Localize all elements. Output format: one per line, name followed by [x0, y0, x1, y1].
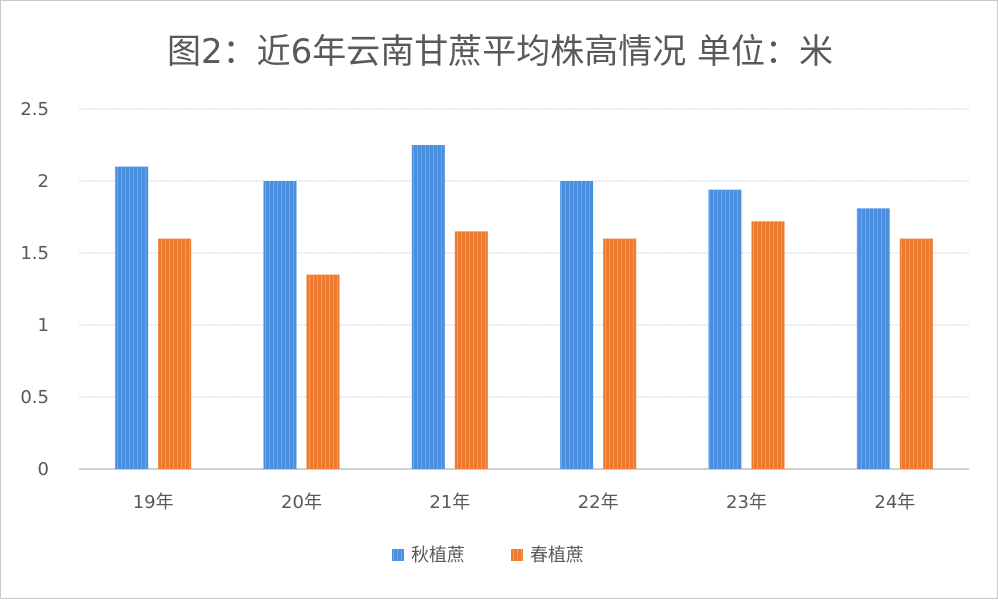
bar-spring: [454, 231, 488, 469]
y-tick-label: 2.5: [20, 99, 49, 120]
legend-swatch: [392, 549, 404, 561]
chart-title: 图2：近6年云南甘蔗平均株高情况 单位：米: [167, 32, 833, 72]
x-tick-label: 21年: [429, 492, 470, 513]
x-tick-label: 24年: [874, 492, 915, 513]
legend-swatch: [511, 549, 523, 561]
legend-label: 春植蔗: [530, 545, 584, 566]
bar-spring: [603, 238, 637, 469]
bar-spring: [899, 238, 933, 469]
x-tick-label: 20年: [281, 492, 322, 513]
bar-autumn: [560, 181, 594, 469]
x-tick-label: 19年: [133, 492, 174, 513]
bar-autumn: [115, 166, 149, 469]
y-tick-label: 1.5: [20, 243, 49, 264]
y-tick-label: 1: [38, 315, 49, 336]
y-tick-label: 2: [38, 171, 49, 192]
bar-spring: [158, 238, 192, 469]
legend-label: 秋植蔗: [411, 545, 465, 566]
y-tick-label: 0.5: [20, 387, 49, 408]
x-tick-label: 22年: [578, 492, 619, 513]
y-tick-label: 0: [38, 459, 49, 480]
bar-autumn: [708, 189, 742, 469]
bar-autumn: [856, 208, 890, 470]
bar-autumn: [411, 145, 445, 469]
bar-autumn: [263, 181, 297, 469]
x-tick-label: 23年: [726, 492, 767, 513]
bar-spring: [306, 274, 340, 469]
bar-spring: [751, 221, 785, 469]
